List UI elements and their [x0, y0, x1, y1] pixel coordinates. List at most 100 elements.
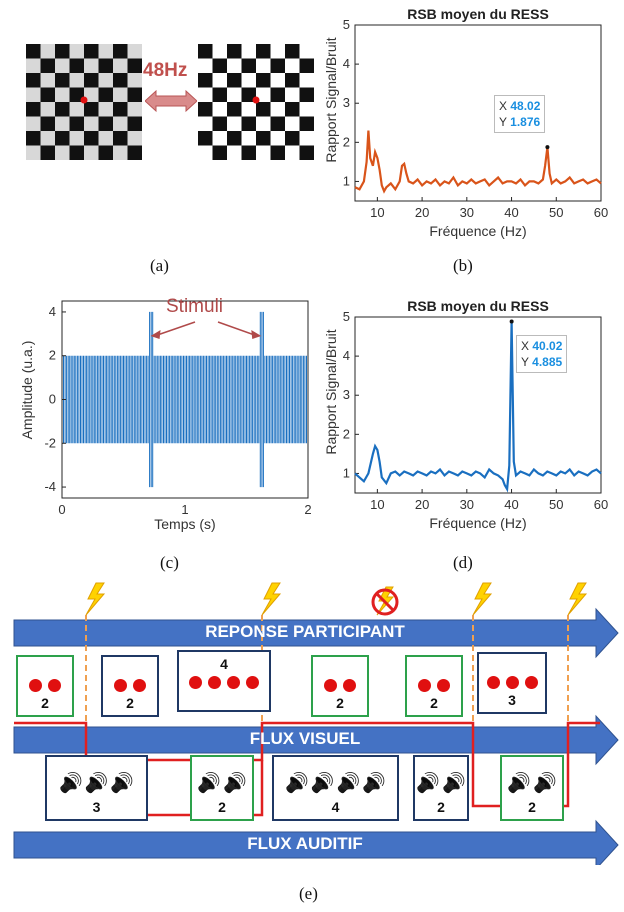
stimulus-pointer: [217, 321, 258, 337]
checker-square: [227, 58, 242, 73]
auditory-count: 4: [331, 799, 340, 815]
stimulus-dot: [246, 676, 259, 689]
stimulus-dot: [208, 676, 221, 689]
checker-square: [285, 87, 300, 102]
checker-square: [113, 131, 128, 146]
x-tick-label: 20: [415, 497, 429, 512]
checker-square: [212, 131, 227, 146]
double-arrow-icon: [145, 89, 197, 113]
plot-b-xlabel: Fréquence (Hz): [429, 223, 527, 239]
x-tick-label: 30: [460, 205, 474, 220]
plot-b-ylabel: Rapport Signal/Bruit: [323, 37, 339, 163]
stimulus-dot: [133, 679, 146, 692]
checker-square: [299, 73, 314, 88]
checker-square: [127, 131, 142, 146]
datatip-y-value: 1.876: [510, 115, 541, 129]
x-tick-label: 10: [370, 497, 384, 512]
checker-square: [241, 131, 256, 146]
datatip-y-value: 4.885: [532, 355, 563, 369]
stimulus-dot: [29, 679, 42, 692]
y-tick-label: 1: [343, 465, 350, 480]
response-arrow-label: REPONSE PARTICIPANT: [205, 622, 405, 641]
y-tick-label: 1: [343, 173, 350, 188]
checker-square: [212, 44, 227, 59]
x-tick-label: 60: [594, 205, 608, 220]
checker-square: [299, 102, 314, 117]
checker-square: [227, 44, 242, 59]
checker-square: [270, 58, 285, 73]
checker-square: [198, 131, 213, 146]
checker-square: [69, 116, 84, 131]
checker-square: [198, 58, 213, 73]
visual-box: 2: [311, 655, 369, 717]
x-tick-label: 60: [594, 497, 608, 512]
visual-box: 3: [477, 652, 547, 714]
stimulus-dot: [189, 676, 202, 689]
checker-square: [98, 131, 113, 146]
checker-square: [256, 58, 271, 73]
datatip-x-value: 40.02: [532, 339, 563, 353]
checker-square: [256, 44, 271, 59]
checker-square: [40, 87, 55, 102]
checker-square: [127, 116, 142, 131]
y-tick-label: 2: [343, 134, 350, 149]
speaker-icon: 🔊: [84, 773, 109, 794]
dot-row: [313, 679, 367, 697]
y-tick-label: 2: [343, 426, 350, 441]
plot-b-datatip: X 48.02 Y 1.876: [494, 95, 546, 133]
checker-square: [26, 44, 41, 59]
checker-square: [127, 58, 142, 73]
checker-square: [84, 58, 99, 73]
checker-square: [256, 116, 271, 131]
checker-square: [26, 58, 41, 73]
speaker-row: 🔊 🔊: [192, 771, 252, 795]
speaker-icon: 🔊: [362, 773, 386, 794]
caption-a: (a): [150, 256, 169, 275]
checker-square: [241, 58, 256, 73]
checker-square: [69, 102, 84, 117]
stimulus-dot: [524, 676, 538, 689]
checker-square: [113, 102, 128, 117]
stimulus-arrowhead: [251, 330, 262, 339]
spectrum-line: [354, 130, 602, 194]
checker-square: [98, 58, 113, 73]
stimulus-dot: [343, 679, 356, 692]
x-tick-label: 40: [504, 497, 518, 512]
spectrum-line: [354, 321, 602, 493]
fixation-dot: [252, 96, 260, 104]
checker-square: [212, 58, 227, 73]
checker-square: [69, 87, 84, 102]
checker-square: [198, 73, 213, 88]
x-tick-label: 50: [549, 497, 563, 512]
checker-square: [26, 102, 41, 117]
datatip-y-label: Y: [521, 355, 529, 369]
datatip-y-label: Y: [499, 115, 507, 129]
checker-square: [285, 145, 300, 160]
checker-square: [270, 145, 285, 160]
x-tick-label: 2: [304, 502, 311, 517]
plot-frame: [354, 24, 602, 202]
checker-square: [285, 44, 300, 59]
speaker-row: 🔊 🔊: [415, 771, 467, 795]
speaker-row: 🔊 🔊: [502, 771, 562, 795]
caption-b: (b): [453, 256, 473, 275]
plot-b-title: RSB moyen du RESS: [407, 6, 549, 22]
stimulus-dot: [437, 679, 450, 692]
x-tick-label: 10: [370, 205, 384, 220]
speaker-icon: 🔊: [285, 773, 309, 794]
speaker-icon: 🔊: [416, 773, 440, 794]
datatip-x-label: X: [521, 339, 530, 353]
checker-square: [55, 131, 70, 146]
checker-square: [40, 44, 55, 59]
checker-square: [55, 44, 70, 59]
checker-square: [55, 102, 70, 117]
checker-square: [198, 87, 213, 102]
speaker-icon: 🔊: [533, 773, 557, 794]
stimulus-dot: [418, 679, 431, 692]
checker-square: [256, 102, 271, 117]
stimulus-dot: [48, 679, 61, 692]
visual-count: 2: [126, 695, 134, 711]
stimulus-dot: [227, 676, 240, 689]
checker-square: [127, 145, 142, 160]
speaker-icon: 🔊: [58, 773, 83, 794]
